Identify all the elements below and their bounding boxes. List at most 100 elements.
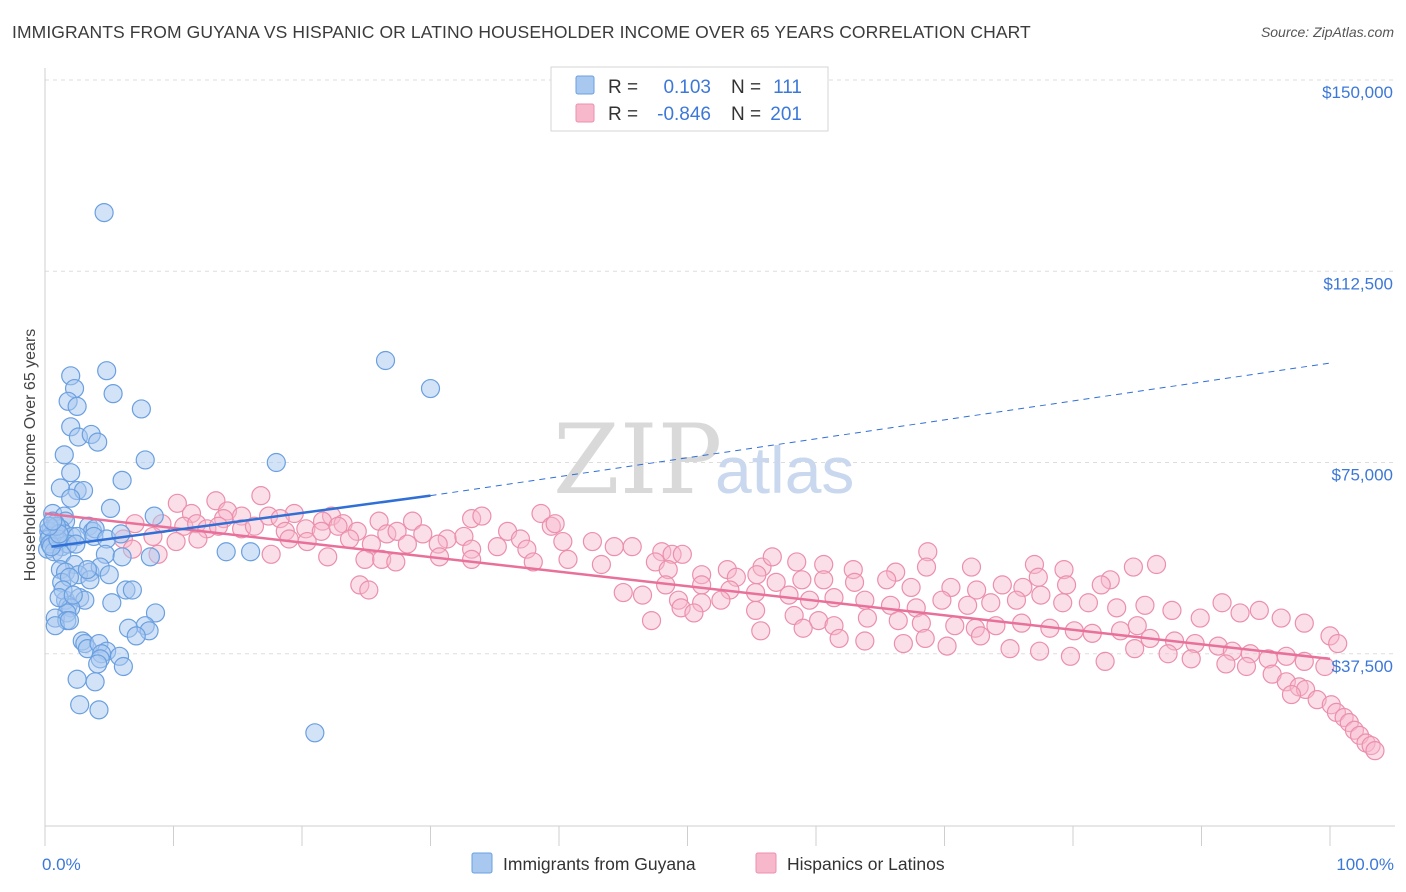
series-hispanics-points <box>113 486 1385 761</box>
axes <box>44 68 1395 846</box>
guyana-point <box>88 654 108 674</box>
hispanic-point <box>1095 651 1115 672</box>
hispanic-point <box>1146 554 1167 575</box>
hispanic-point <box>1107 598 1127 618</box>
guyana-point <box>112 547 132 567</box>
guyana-point <box>135 450 155 470</box>
hispanic-point <box>462 549 482 570</box>
hispanic-point <box>1294 613 1314 633</box>
hispanic-point <box>1281 684 1302 705</box>
hispanic-point <box>961 557 982 577</box>
hispanic-point <box>981 593 1001 613</box>
trend-line-hispanics <box>44 512 1331 661</box>
guyana-point <box>63 585 83 605</box>
legend-n-label-1: N = <box>731 77 761 98</box>
hispanic-point <box>1078 593 1099 613</box>
hispanic-point <box>462 539 482 559</box>
hispanic-point <box>143 526 163 547</box>
guyana-point <box>216 542 236 562</box>
hispanic-point <box>1307 690 1327 710</box>
hispanic-point <box>1181 649 1201 669</box>
hispanic-point <box>472 506 492 526</box>
correlation-legend: R = 0.103 N = 111 R = -0.846 N = 201 <box>550 66 829 132</box>
hispanic-point <box>531 503 551 524</box>
hispanic-point <box>437 529 457 549</box>
guyana-point <box>88 432 108 452</box>
hispanic-point <box>1230 603 1250 623</box>
hispanic-point <box>339 529 360 549</box>
legend-r-value-2: -0.846 <box>657 104 711 125</box>
guyana-point <box>420 378 441 399</box>
hispanic-point <box>1135 595 1155 615</box>
hispanic-point <box>970 626 991 646</box>
hispanic-point <box>692 593 712 613</box>
guyana-point <box>99 565 119 585</box>
guyana-point <box>70 695 90 715</box>
x-tick-label-0: 0.0% <box>42 855 81 874</box>
hispanic-point <box>558 549 578 570</box>
hispanic-point <box>787 552 807 572</box>
hispanic-point <box>251 486 271 506</box>
hispanic-point <box>1028 567 1048 587</box>
hispanic-point <box>1162 600 1182 621</box>
bottom-legend-label-hispanics: Hispanics or Latinos <box>787 854 945 874</box>
hispanic-point <box>668 590 689 610</box>
series-guyana-points <box>37 203 441 743</box>
hispanic-point <box>888 610 908 631</box>
hispanic-point <box>1249 600 1269 621</box>
legend-r-label-1: R = <box>608 77 638 98</box>
guyana-point <box>97 361 117 381</box>
hispanic-point <box>893 633 913 654</box>
x-tick-label-1: 100.0% <box>1336 855 1394 874</box>
guyana-point <box>145 603 166 623</box>
hispanic-point <box>671 598 691 618</box>
hispanic-point <box>413 524 433 544</box>
legend-r-label-2: R = <box>608 104 638 125</box>
hispanic-point <box>915 628 935 649</box>
hispanic-point <box>857 608 878 628</box>
hispanic-point <box>386 552 406 572</box>
hispanic-point <box>658 559 678 580</box>
guyana-point <box>85 672 105 692</box>
hispanic-point <box>937 636 957 656</box>
hispanic-point <box>1053 593 1073 613</box>
hispanic-point <box>312 511 333 531</box>
bottom-legend-label-guyana: Immigrants from Guyana <box>503 854 696 874</box>
bottom-legend-swatch-pink <box>755 852 777 874</box>
hispanic-point <box>1031 585 1051 605</box>
y-tick-label-2: $112,500 <box>1323 274 1393 293</box>
hispanic-point <box>844 572 865 592</box>
hispanic-point <box>793 618 813 638</box>
legend-swatch-blue <box>575 75 595 95</box>
hispanic-point <box>487 537 507 557</box>
x-tick-labels: 0.0% 100.0% <box>42 855 1394 874</box>
hispanic-point <box>672 544 692 564</box>
hispanic-point <box>318 547 338 567</box>
hispanic-point <box>901 577 921 598</box>
hispanic-point <box>261 544 281 564</box>
hispanic-point <box>1276 672 1296 692</box>
hispanic-point <box>958 595 978 615</box>
hispanic-point <box>1320 626 1340 646</box>
guyana-point <box>94 203 114 223</box>
hispanic-point <box>911 613 931 633</box>
hispanic-point <box>1344 720 1365 740</box>
hispanic-point <box>641 610 662 631</box>
legend-swatch-pink <box>575 103 595 123</box>
legend-n-value-2: 201 <box>770 104 802 125</box>
guyana-point <box>112 470 132 490</box>
hispanic-point <box>244 516 265 536</box>
hispanic-point <box>932 590 952 610</box>
hispanic-point <box>766 572 786 592</box>
guyana-point <box>113 656 133 677</box>
hispanic-point <box>604 537 624 557</box>
hispanic-point <box>1190 608 1210 628</box>
hispanic-point <box>1125 639 1145 659</box>
hispanic-point <box>746 600 766 621</box>
hispanic-point <box>350 575 370 595</box>
series-legend: Immigrants from Guyana Hispanics or Lati… <box>471 852 945 874</box>
source-attribution: Source: ZipAtlas.com <box>1260 24 1394 40</box>
hispanic-point <box>1056 575 1077 595</box>
y-tick-label-3: $150,000 <box>1322 83 1393 102</box>
